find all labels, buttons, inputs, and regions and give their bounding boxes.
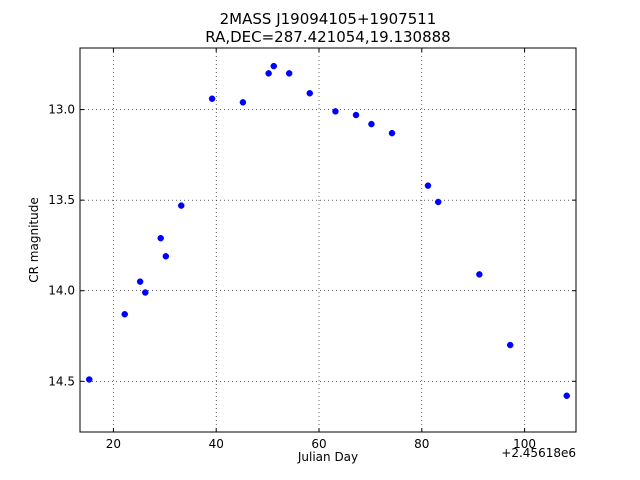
x-axis-offset: +2.45618e6 (501, 446, 576, 460)
data-point (239, 99, 247, 106)
data-point (563, 392, 570, 400)
x-tick-label: 100 (513, 437, 536, 451)
data-point (142, 289, 149, 296)
data-point (368, 120, 375, 128)
data-point (476, 271, 483, 278)
x-tick-label: 80 (414, 437, 429, 451)
data-point (306, 90, 314, 97)
data-point (424, 182, 432, 189)
y-tick-label: 14.0 (48, 284, 75, 298)
data-point (265, 70, 272, 77)
axis-ticks: 20 40 60 80 100 13.0 13.5 14.0 14.5 (48, 48, 576, 451)
data-point (332, 108, 339, 115)
data-point (121, 311, 128, 318)
data-point (157, 234, 164, 242)
y-tick-label: 14.5 (48, 374, 75, 388)
plot-frame (79, 47, 577, 433)
x-tick-label: 60 (311, 437, 326, 451)
y-axis-label: CR magnitude (27, 197, 41, 282)
grid-lines (80, 48, 576, 432)
data-point (162, 253, 170, 260)
data-point (86, 376, 93, 383)
data-point (285, 70, 293, 77)
data-point (352, 111, 360, 119)
data-point (208, 95, 216, 102)
data-point (136, 278, 144, 285)
data-point (178, 202, 185, 209)
data-point (506, 341, 514, 349)
data-point (270, 62, 278, 70)
plot-area (80, 48, 576, 432)
y-tick-label: 13.0 (48, 103, 75, 117)
data-point (388, 129, 396, 137)
data-points (86, 62, 570, 400)
x-tick-label: 20 (106, 437, 121, 451)
chart-title: 2MASS J19094105+1907511 (220, 10, 437, 28)
x-axis-label: Julian Day (297, 450, 358, 464)
chart-subtitle: RA,DEC=287.421054,19.130888 (205, 28, 450, 46)
y-tick-label: 13.5 (48, 193, 75, 207)
data-point (435, 198, 442, 206)
x-tick-label: 40 (209, 437, 224, 451)
